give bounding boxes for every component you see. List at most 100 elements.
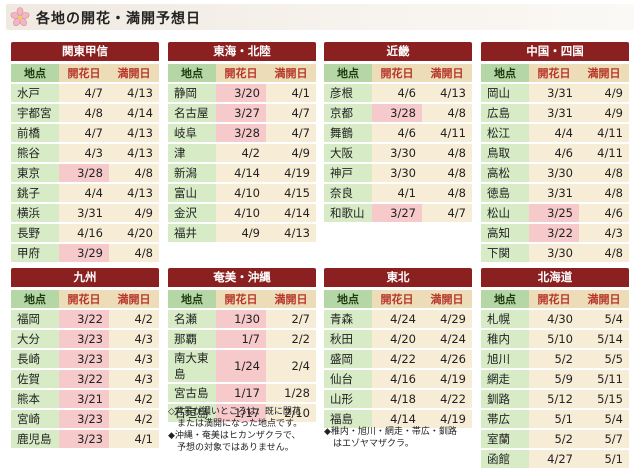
bloom-date: 4/1 [372, 184, 422, 202]
table-row: 鳥取 4/6 4/11 [481, 144, 629, 162]
table-row: 大阪 3/30 4/8 [324, 144, 472, 162]
place-name: 盛岡 [324, 350, 372, 368]
column-header-bloom: 開花日 [372, 64, 422, 82]
table-row: 南大東島 1/24 2/4 [168, 350, 316, 382]
bloom-date: 3/23 [59, 330, 109, 348]
bloom-date: 3/28 [372, 104, 422, 122]
region-panel-kyushu: 九州 地点 開花日 満開日 福岡 3/22 4/2 大分 3/23 4/3 長崎 3/23 4/3 佐賀 3… [11, 268, 159, 450]
full-bloom-date: 4/11 [579, 124, 629, 142]
place-name: 宇都宮 [11, 104, 59, 122]
region-title: 奄美・沖縄 [168, 268, 316, 287]
region-panel-tokai-hokuriku: 東海・北陸 地点 開花日 満開日 静岡 3/20 4/1 名古屋 3/27 4/7 岐阜 3/28 4/… [168, 42, 316, 244]
full-bloom-date: 4/19 [422, 370, 472, 388]
table-row: 長崎 3/23 4/3 [11, 350, 159, 368]
table-row: 福島 4/14 4/19 [324, 410, 472, 428]
bloom-date: 4/16 [372, 370, 422, 388]
bloom-date: 3/22 [529, 224, 579, 242]
full-bloom-date: 4/9 [579, 84, 629, 102]
table-row: 熊谷 4/3 4/13 [11, 144, 159, 162]
column-header-bloom: 開花日 [529, 290, 579, 308]
table-row: 帯広 5/1 5/4 [481, 410, 629, 428]
full-bloom-date: 4/11 [579, 144, 629, 162]
table-row: 高知 3/22 4/3 [481, 224, 629, 242]
place-name: 津 [168, 144, 216, 162]
place-name: 大阪 [324, 144, 372, 162]
place-name: 金沢 [168, 204, 216, 222]
column-header-full: 満開日 [422, 290, 472, 308]
place-name: 徳島 [481, 184, 529, 202]
column-header-place: 地点 [481, 290, 529, 308]
full-bloom-date: 4/8 [422, 104, 472, 122]
place-name: 水戸 [11, 84, 59, 102]
full-bloom-date: 5/15 [579, 390, 629, 408]
column-header-full: 満開日 [579, 290, 629, 308]
table-row: 富山 4/10 4/15 [168, 184, 316, 202]
place-name: 岐阜 [168, 124, 216, 142]
note-hokkaido-species: ◆稚内・旭川・網走・帯広・釧路 はエゾヤマザクラ。 [324, 427, 457, 449]
place-name: 彦根 [324, 84, 372, 102]
column-header-bloom: 開花日 [59, 64, 109, 82]
column-header-place: 地点 [168, 290, 216, 308]
table-header-row: 地点 開花日 満開日 [168, 64, 316, 82]
title-bar: 各地の開花・満開予想日 [6, 4, 634, 30]
place-name: 静岡 [168, 84, 216, 102]
table-row: 佐賀 3/22 4/3 [11, 370, 159, 388]
full-bloom-date: 4/1 [266, 84, 316, 102]
column-header-place: 地点 [168, 64, 216, 82]
bloom-date: 4/24 [372, 310, 422, 328]
table-row: 宮古島 1/17 1/28 [168, 384, 316, 402]
table-header-row: 地点 開花日 満開日 [481, 64, 629, 82]
bloom-date: 3/27 [216, 104, 266, 122]
bloom-date: 3/29 [59, 244, 109, 262]
note-okinawa: ◇背景が濃いところは、既に開花 または満開になった地点です。 ◆沖縄・奄美はヒカ… [168, 407, 303, 453]
table-row: 前橋 4/7 4/13 [11, 124, 159, 142]
place-name: 函館 [481, 450, 529, 468]
bloom-date: 5/1 [529, 410, 579, 428]
place-name: 長野 [11, 224, 59, 242]
place-name: 秋田 [324, 330, 372, 348]
table-row: 岐阜 3/28 4/7 [168, 124, 316, 142]
sakura-icon [10, 7, 30, 26]
full-bloom-date: 4/3 [109, 350, 159, 368]
bloom-date: 3/23 [59, 430, 109, 448]
full-bloom-date: 4/8 [109, 244, 159, 262]
table-row: 鹿児島 3/23 4/1 [11, 430, 159, 448]
bloom-date: 3/23 [59, 350, 109, 368]
bloom-date: 4/7 [59, 84, 109, 102]
bloom-date: 3/31 [59, 204, 109, 222]
full-bloom-date: 5/1 [579, 450, 629, 468]
full-bloom-date: 4/19 [266, 164, 316, 182]
bloom-date: 5/12 [529, 390, 579, 408]
bloom-date: 4/2 [216, 144, 266, 162]
bloom-date: 5/9 [529, 370, 579, 388]
table-row: 福岡 3/22 4/2 [11, 310, 159, 328]
place-name: 富山 [168, 184, 216, 202]
place-name: 山形 [324, 390, 372, 408]
region-panel-amami-okinawa: 奄美・沖縄 地点 開花日 満開日 名瀬 1/30 2/7 那覇 1/7 2/2 南大東島 1/24 2/… [168, 268, 316, 424]
place-name: 大分 [11, 330, 59, 348]
place-name: 帯広 [481, 410, 529, 428]
region-title: 北海道 [481, 268, 629, 287]
bloom-date: 4/30 [529, 310, 579, 328]
forecast-table: 地点 開花日 満開日 札幌 4/30 5/4 稚内 5/10 5/14 旭川 5/2 5/5 網走 5/9… [481, 288, 629, 470]
place-name: 網走 [481, 370, 529, 388]
bloom-date: 5/2 [529, 350, 579, 368]
region-title: 東海・北陸 [168, 42, 316, 61]
place-name: 広島 [481, 104, 529, 122]
place-name: 岡山 [481, 84, 529, 102]
forecast-table: 地点 開花日 満開日 福岡 3/22 4/2 大分 3/23 4/3 長崎 3/23 4/3 佐賀 3/2… [11, 288, 159, 450]
full-bloom-date: 4/6 [579, 204, 629, 222]
place-name: 南大東島 [168, 350, 216, 382]
column-header-place: 地点 [324, 64, 372, 82]
place-name: 京都 [324, 104, 372, 122]
table-row: 青森 4/24 4/29 [324, 310, 472, 328]
region-title: 近畿 [324, 42, 472, 61]
bloom-date: 3/27 [372, 204, 422, 222]
table-header-row: 地点 開花日 満開日 [11, 64, 159, 82]
forecast-table: 地点 開花日 満開日 青森 4/24 4/29 秋田 4/20 4/24 盛岡 4/22 4/26 仙台… [324, 288, 472, 430]
table-row: 宮崎 3/23 4/2 [11, 410, 159, 428]
bloom-date: 4/4 [59, 184, 109, 202]
bloom-date: 1/17 [216, 404, 266, 422]
forecast-table: 地点 開花日 満開日 彦根 4/6 4/13 京都 3/28 4/8 舞鶴 4/6 4/11 大阪 3/3… [324, 62, 472, 224]
table-row: 甲府 3/29 4/8 [11, 244, 159, 262]
